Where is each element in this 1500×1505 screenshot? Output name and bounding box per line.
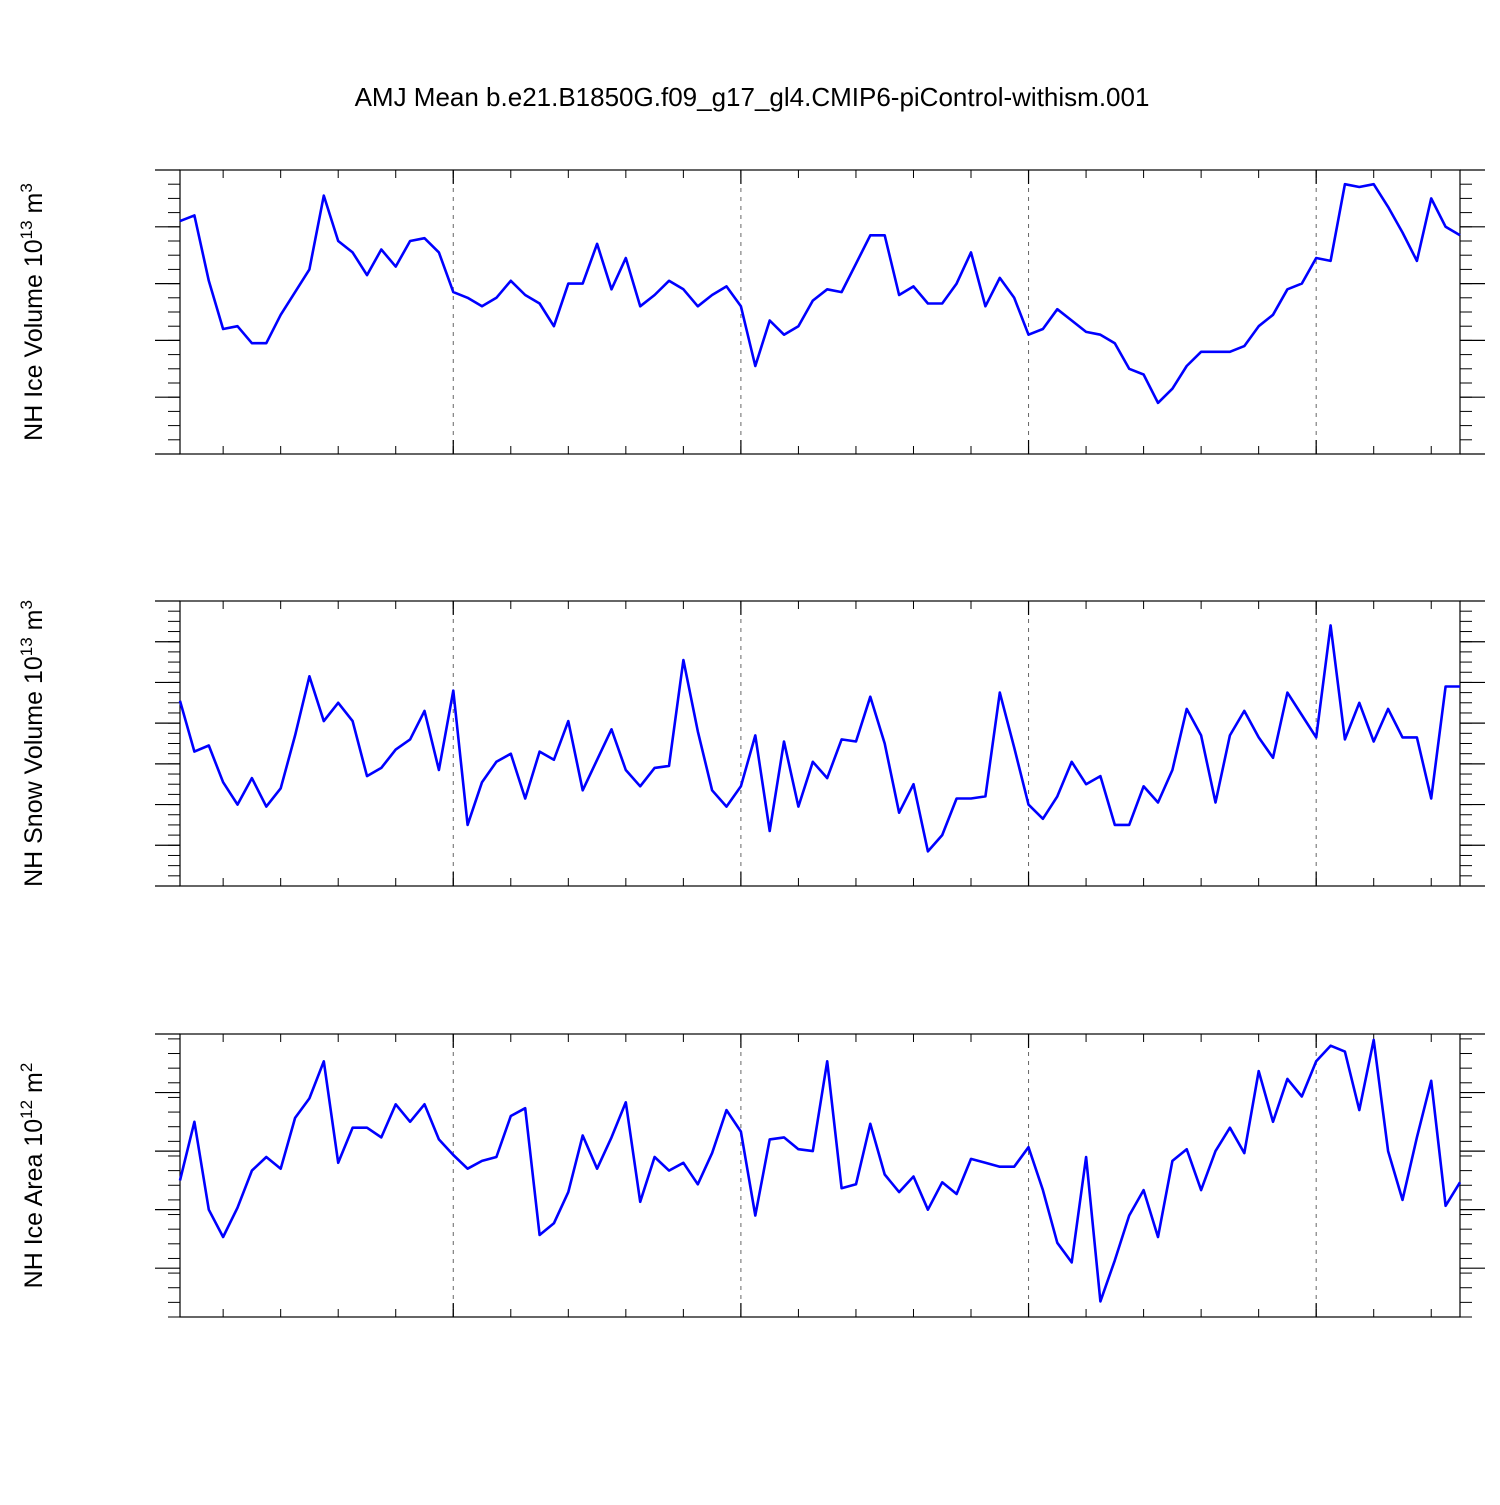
series-line (178, 1038, 1462, 1303)
y-axis-label-unit: m (20, 1072, 48, 1100)
y-axis-label: NH Snow Volume 1013 m3 (17, 600, 48, 887)
y-axis-label-exponent: 13 (17, 637, 36, 656)
plot-frame (179, 1033, 1461, 1318)
y-axis-label-text: NH Ice Area 10 (20, 1119, 48, 1289)
y-axis-label: NH Ice Volume 1013 m3 (17, 183, 48, 441)
y-axis-label-unit: m (20, 610, 48, 638)
panel-nh-ice-area: NH Ice Area 1012 m2 (17, 1033, 1485, 1318)
plot-frame (179, 600, 1461, 887)
y-axis-label-unit-exponent: 2 (17, 1063, 36, 1072)
panel-nh-snow-volume: NH Snow Volume 1013 m3 (17, 600, 1485, 887)
y-axis-label-exponent: 13 (17, 220, 36, 239)
y-axis-label-unit: m (20, 193, 48, 221)
figure-title: AMJ Mean b.e21.B1850G.f09_g17_gl4.CMIP6-… (355, 82, 1150, 112)
y-axis-label-unit-exponent: 3 (17, 183, 36, 192)
y-axis-label-text: NH Ice Volume 10 (20, 239, 48, 441)
y-axis-label-exponent: 12 (17, 1100, 36, 1119)
y-axis-label-unit-exponent: 3 (17, 600, 36, 609)
y-axis-label-text: NH Snow Volume 10 (20, 656, 48, 887)
series-line (179, 182, 1461, 405)
series-line (178, 624, 1460, 853)
panel-nh-ice-volume: NH Ice Volume 1013 m3 (17, 169, 1485, 455)
y-axis-label: NH Ice Area 1012 m2 (17, 1063, 48, 1289)
plot-frame (179, 169, 1461, 455)
